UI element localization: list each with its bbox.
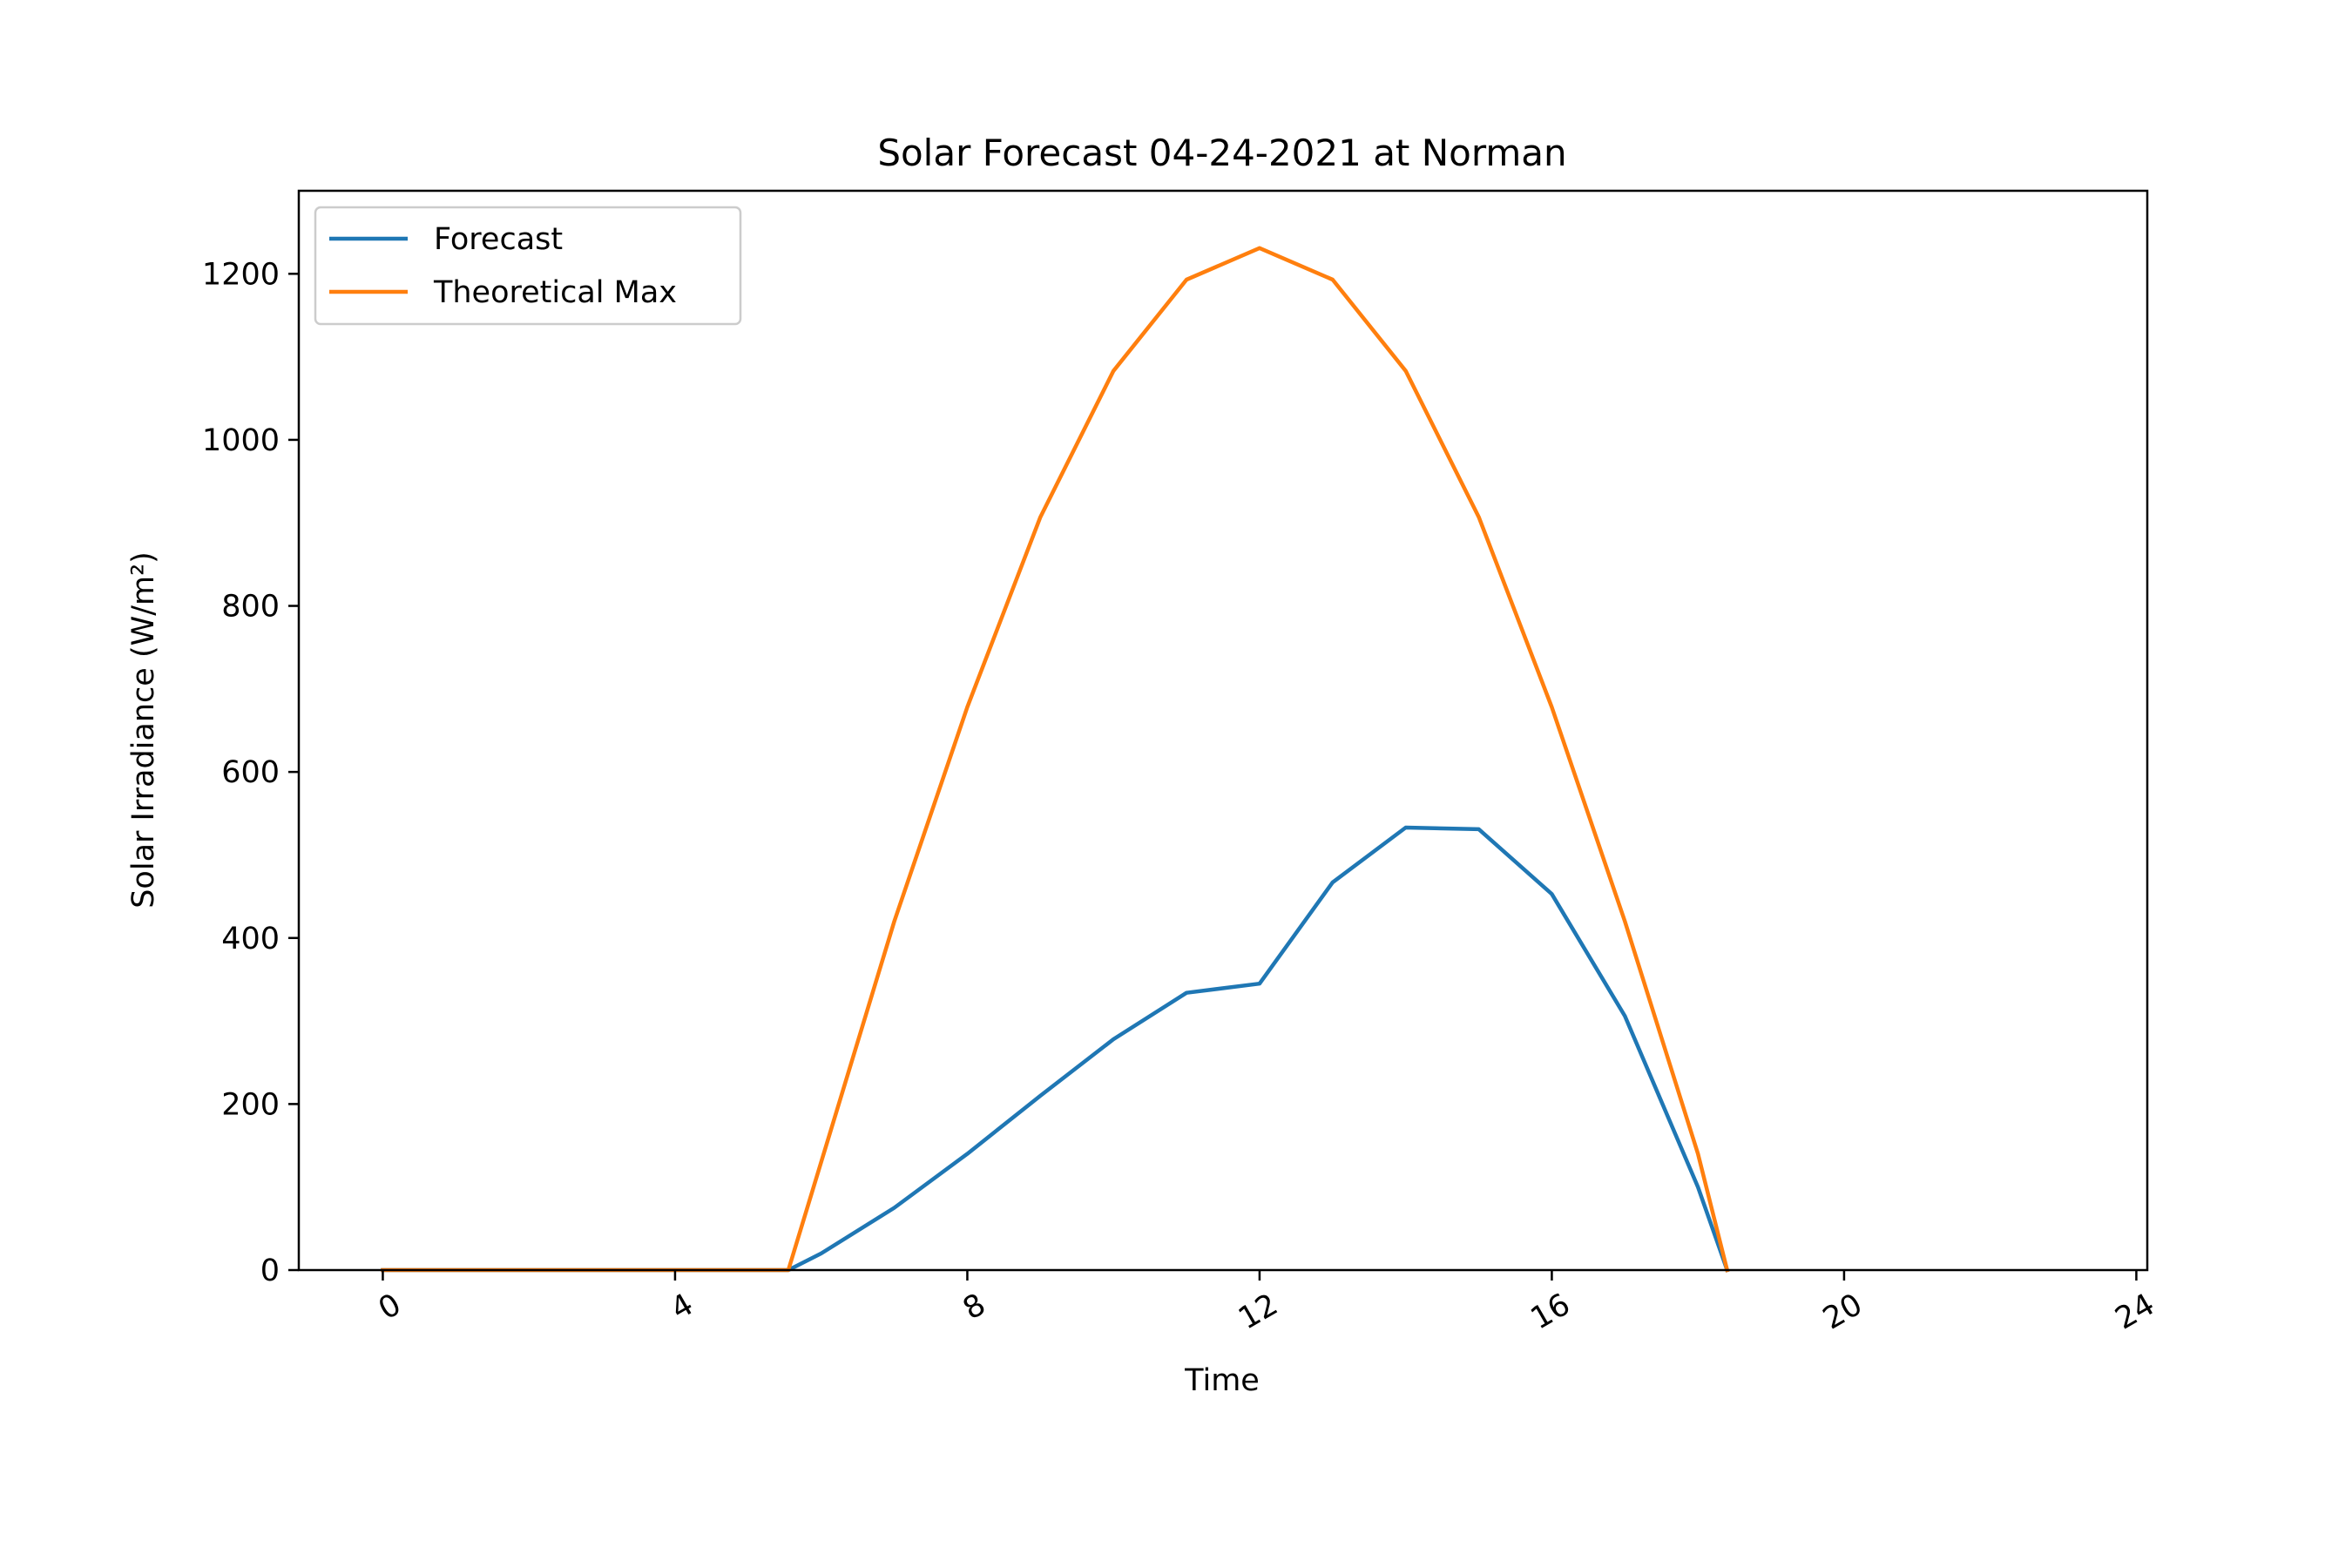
legend: Forecast Theoretical Max	[314, 206, 742, 326]
y-tick-label: 600	[221, 755, 280, 790]
y-tick-label: 200	[221, 1087, 280, 1122]
y-tick-label: 0	[260, 1254, 280, 1288]
chart-title: Solar Forecast 04-24-2021 at Norman	[877, 132, 1566, 174]
y-tick-label: 1000	[202, 423, 280, 458]
x-axis-label: Time	[1184, 1363, 1260, 1398]
series-line-0	[381, 825, 1730, 1273]
series-line-1	[381, 246, 1730, 1273]
y-tick-label: 800	[221, 590, 280, 625]
y-tick-label: 400	[221, 922, 280, 956]
axes-frame	[297, 189, 2149, 1272]
y-axis-label: Solar Irradiance (W/m²)	[126, 551, 161, 909]
plot-area	[381, 246, 1730, 1273]
legend-box	[314, 206, 742, 326]
y-tick-label: 1200	[202, 257, 280, 292]
legend-label-1: Theoretical Max	[433, 275, 677, 310]
legend-label-0: Forecast	[434, 222, 563, 257]
